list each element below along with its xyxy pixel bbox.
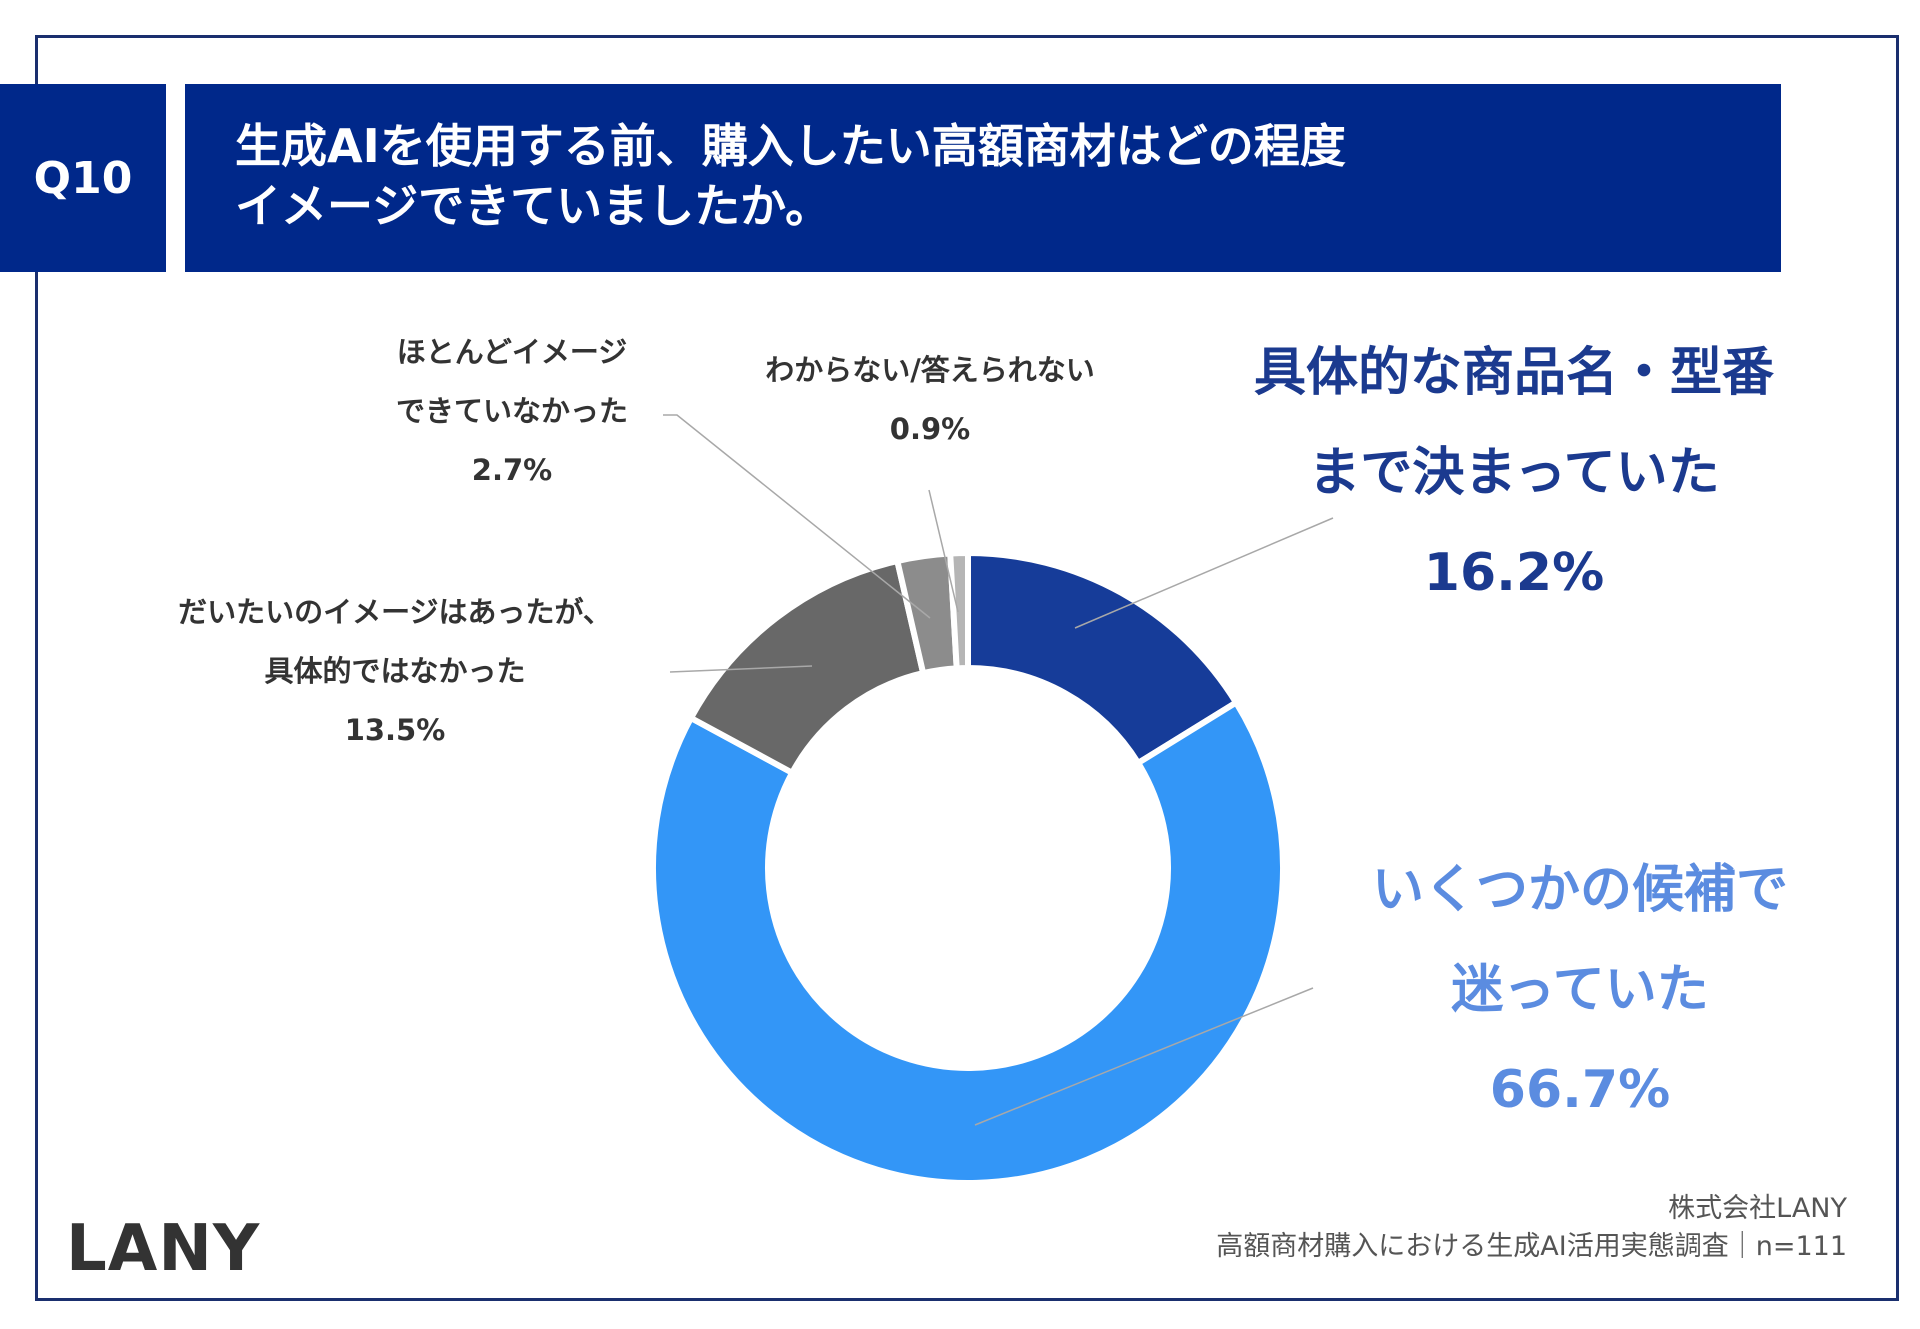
source-credit: 株式会社LANY 高額商材購入における生成AI活用実態調査｜n=111 <box>1216 1190 1847 1266</box>
question-number-badge: Q10 <box>0 84 166 272</box>
label-specific: 具体的な商品名・型番 まで決まっていた 16.2% <box>1212 323 1816 623</box>
label-rough: だいたいのイメージはあったが、 具体的ではなかった 13.5% <box>115 583 675 760</box>
page-frame <box>35 35 1899 1301</box>
slice-candidates <box>650 699 1286 1186</box>
label-rough-pct: 13.5% <box>344 713 446 747</box>
label-hardly-line2: できていなかった <box>395 394 628 428</box>
label-specific-pct: 16.2% <box>1423 543 1605 603</box>
label-hardly-line1: ほとんどイメージ <box>396 335 628 369</box>
label-hardly: ほとんどイメージ できていなかった 2.7% <box>352 323 672 500</box>
label-candidates: いくつかの候補で 迷っていた 66.7% <box>1330 840 1830 1140</box>
leader-line-rough <box>669 665 813 673</box>
label-unknown-pct: 0.9% <box>889 412 971 446</box>
question-number: Q10 <box>33 152 133 204</box>
label-candidates-pct: 66.7% <box>1489 1060 1671 1120</box>
leader-line-candidates <box>974 987 1314 1126</box>
label-candidates-line1: いくつかの候補で <box>1371 860 1788 920</box>
company-name: 株式会社LANY <box>1668 1193 1847 1224</box>
survey-name: 高額商材購入における生成AI活用実態調査｜n=111 <box>1216 1231 1847 1262</box>
label-hardly-pct: 2.7% <box>471 453 553 487</box>
leader-line-specific <box>1074 517 1334 629</box>
question-title-line1: 生成AIを使用する前、購入したい高額商材はどの程度 <box>235 119 1346 173</box>
leader-line-hardly <box>663 414 931 619</box>
label-candidates-line2: 迷っていた <box>1451 960 1709 1020</box>
leader-lines <box>663 414 1334 1126</box>
donut-slices <box>650 550 1286 1186</box>
label-specific-line2: まで決まっていた <box>1308 443 1720 503</box>
label-rough-line2: 具体的ではなかった <box>264 654 526 688</box>
question-title-bar: 生成AIを使用する前、購入したい高額商材はどの程度 イメージできていましたか。 <box>185 84 1781 272</box>
leader-line-unknown <box>928 489 959 613</box>
question-title-line2: イメージできていましたか。 <box>235 179 832 233</box>
label-specific-line1: 具体的な商品名・型番 <box>1253 343 1774 403</box>
slice-unknown <box>947 550 971 672</box>
label-rough-line1: だいたいのイメージはあったが、 <box>178 595 612 629</box>
label-unknown: わからない/答えられない 0.9% <box>720 341 1140 459</box>
lany-logo: LANY <box>66 1212 261 1286</box>
label-unknown-line1: わからない/答えられない <box>765 353 1095 387</box>
